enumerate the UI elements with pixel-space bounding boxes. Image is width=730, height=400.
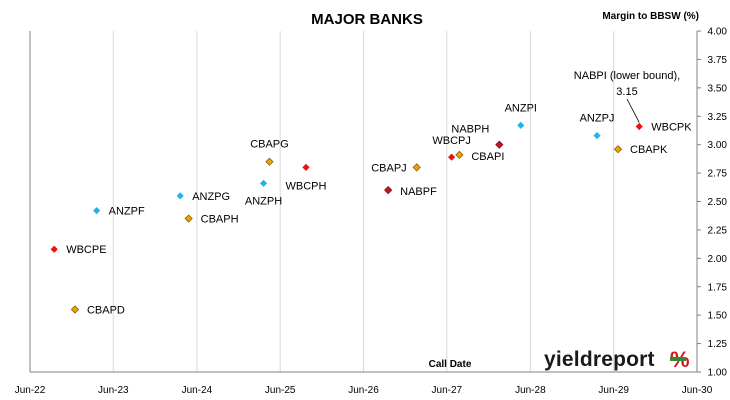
point-cbapg [265,157,274,166]
point-nabph [495,140,504,149]
point-label-cbapk: CBAPK [630,144,668,156]
point-anzpg [176,192,184,200]
y-tick-label: 2.50 [708,197,728,208]
y-tick-label: 2.00 [708,254,728,265]
annotation-line-1: NABPI (lower bound), [574,70,680,82]
point-label-anzpi: ANZPI [505,102,537,114]
point-label-wbcpj: WBCPJ [432,135,471,147]
point-label-anzpg: ANZPG [192,191,230,203]
y-tick-label: 3.75 [708,55,728,66]
x-tick-labels: Jun-22 Jun-23 Jun-24 Jun-25 Jun-26 Jun-27 Jun-… [15,385,713,396]
y-tick-label: 1.25 [708,339,728,350]
data-points [50,121,643,314]
annotation-leader [626,98,640,123]
point-cbapj [412,163,421,172]
x-tick-label: Jun-27 [432,385,463,396]
point-wbcpk [635,122,643,131]
point-label-cbapg: CBAPG [250,139,289,151]
point-label-cbapd: CBAPD [87,304,125,316]
point-cbapk [613,145,623,154]
point-anzpj [593,131,601,140]
y-tick-label: 3.00 [708,140,728,151]
y-tick-labels: 1.00 1.25 1.50 1.75 2.00 2.25 2.50 2.75 3.00 3.25… [697,27,727,379]
point-labels: WBCPE CBAPD ANZPF ANZPG CBAPH ANZPH CBAPG WBCPH… [66,102,692,316]
x-axis-label: Call Date [429,359,472,370]
point-label-wbcpk: WBCPK [651,121,692,133]
chart-title: MAJOR BANKS [311,11,423,28]
point-label-cbapi: CBAPI [471,151,504,163]
point-anzpi [517,121,525,129]
point-nabpf [384,186,393,195]
point-wbcpj [448,153,456,161]
x-tick-label: Jun-28 [515,385,546,396]
grid-lines [112,31,615,372]
y-tick-label: 3.50 [708,83,728,94]
point-wbcpe [50,245,58,253]
point-anzph [259,179,268,187]
point-label-nabph: NABPH [451,124,489,136]
x-tick-label: Jun-24 [182,385,213,396]
point-anzpf [93,206,101,215]
annotation-line-2: 3.15 [616,86,637,98]
point-label-cbaph: CBAPH [201,214,239,226]
point-label-anzph: ANZPH [245,195,282,207]
x-tick-label: Jun-22 [15,385,46,396]
point-label-nabpf: NABPF [400,186,437,198]
annotations: NABPI (lower bound), 3.15 [574,70,680,123]
point-label-cbapj: CBAPJ [371,162,406,174]
x-tick-label: Jun-30 [682,385,713,396]
point-cbapd [70,305,80,314]
y-tick-label: 2.25 [708,225,728,236]
x-tick-label: Jun-29 [598,385,629,396]
y-tick-label: 2.75 [708,169,728,180]
y-tick-label: 3.25 [708,112,728,123]
y-tick-label: 1.50 [708,311,728,322]
logo-accent [670,357,686,361]
point-label-anzpj: ANZPJ [580,113,615,125]
logo-wordmark: yieldreport [544,348,655,371]
y-axis-label: Margin to BBSW (%) [602,11,699,22]
y-tick-label: 4.00 [708,27,728,38]
point-label-wbcpe: WBCPE [66,244,106,256]
x-tick-label: Jun-26 [348,385,379,396]
point-cbaph [184,214,193,223]
x-tick-label: Jun-25 [265,385,296,396]
point-label-wbcph: WBCPH [285,180,326,192]
y-tick-label: 1.75 [708,282,728,293]
point-wbcph [302,163,310,171]
yieldreport-logo: yieldreport % [544,347,690,372]
point-cbapi [455,150,464,159]
point-label-anzpf: ANZPF [109,206,145,218]
x-tick-label: Jun-23 [98,385,129,396]
y-tick-label: 1.00 [708,368,728,379]
